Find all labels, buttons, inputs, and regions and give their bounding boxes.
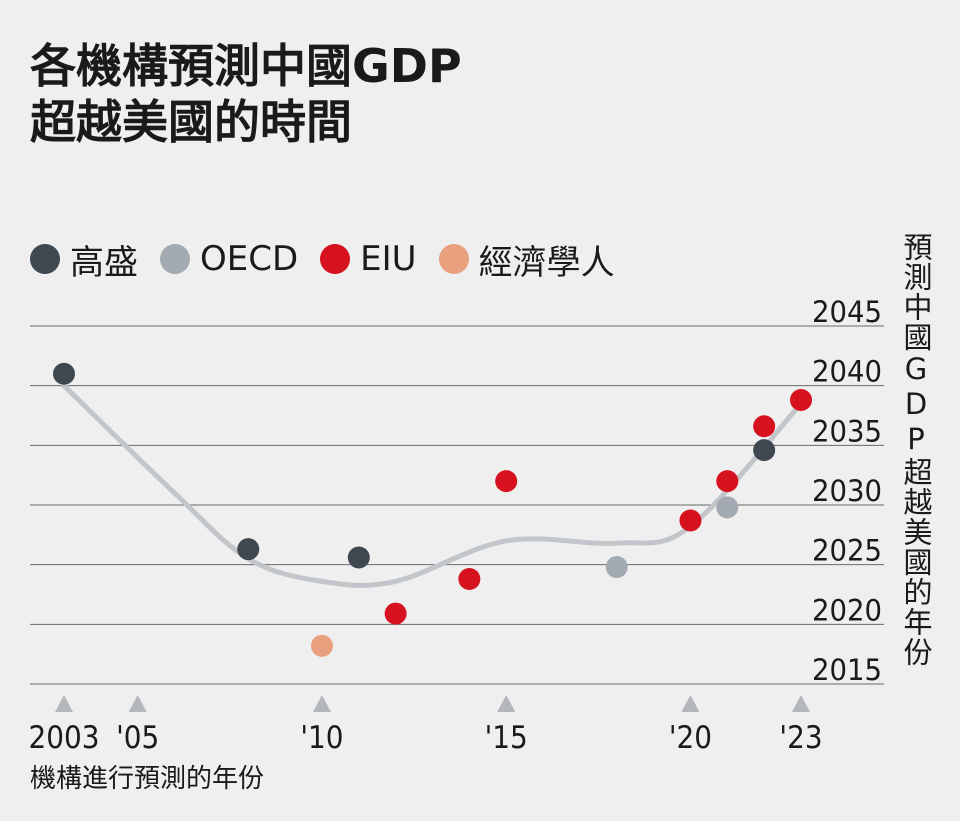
data-point-eiu: [753, 415, 776, 438]
data-point-eiu: [679, 509, 702, 532]
chart-title: 各機構預測中國GDP 超越美國的時間: [30, 38, 462, 150]
x-tick-marker: [312, 695, 331, 712]
trend-curve-group: [61, 383, 804, 588]
data-point-oecd: [605, 556, 628, 579]
x-tick-label: '15: [485, 720, 528, 756]
legend-dot-eiu: [320, 244, 351, 274]
y-tick-label: 2020: [812, 593, 882, 627]
y-tick-label: 2035: [812, 414, 882, 448]
legend-dot-oecd: [160, 244, 190, 274]
chart-legend: 高盛 OECD EIU 經濟學人: [30, 235, 637, 284]
x-tick-marker: [128, 695, 147, 712]
legend-item-eiu: EIU: [320, 239, 417, 279]
x-tick-marker: [792, 695, 810, 712]
data-point-eiu: [790, 388, 812, 411]
trend-curve: [61, 383, 804, 588]
data-points: [53, 362, 812, 657]
data-point-eiu: [716, 470, 739, 493]
data-point-oecd: [716, 496, 739, 519]
data-point-goldman: [347, 546, 370, 569]
legend-item-economist: 經濟學人: [438, 235, 615, 284]
data-point-goldman: [53, 362, 75, 385]
data-point-goldman: [237, 538, 260, 561]
x-tick-label: '20: [669, 720, 712, 756]
legend-dot-economist: [438, 244, 469, 274]
data-point-eiu: [458, 567, 481, 590]
x-tick-label: '10: [300, 720, 343, 756]
y-axis-title: 預測中國GDP超越美國的年份: [899, 232, 933, 667]
data-point-eiu: [384, 602, 407, 625]
x-tick-marker: [681, 695, 700, 712]
data-point-eiu: [495, 470, 518, 493]
y-tick-label: 2025: [812, 534, 882, 568]
x-tick-label: '23: [779, 720, 822, 756]
legend-label-oecd: OECD: [200, 239, 299, 279]
x-axis-title: 機構進行預測的年份: [30, 764, 265, 794]
y-tick-labels: 2015 2020 2025 2030 2035 2040 2045: [812, 295, 882, 687]
legend-item-oecd: OECD: [160, 239, 298, 279]
legend-label-economist: 經濟學人: [478, 242, 615, 283]
y-tick-label: 2030: [812, 474, 882, 508]
x-tick-label: '05: [116, 720, 159, 756]
x-ticks: 2003 '05 '10 '15 '20 '23: [29, 695, 823, 756]
data-point-economist: [310, 634, 333, 657]
legend-label-goldman: 高盛: [70, 242, 138, 283]
x-tick-marker: [497, 695, 516, 712]
chart-title-line-2: 超越美國的時間: [30, 95, 352, 149]
y-tick-label: 2015: [812, 653, 882, 687]
chart-title-line-1: 各機構預測中國GDP: [30, 39, 462, 93]
legend-label-eiu: EIU: [360, 239, 417, 279]
legend-dot-goldman: [30, 244, 60, 274]
data-point-goldman: [753, 439, 776, 462]
y-tick-label: 2040: [812, 355, 882, 389]
x-tick-label: 2003: [29, 720, 100, 756]
x-tick-marker: [55, 695, 73, 712]
grid-lines: [30, 325, 884, 685]
y-tick-label: 2045: [812, 295, 882, 329]
legend-item-goldman: 高盛: [30, 235, 138, 284]
